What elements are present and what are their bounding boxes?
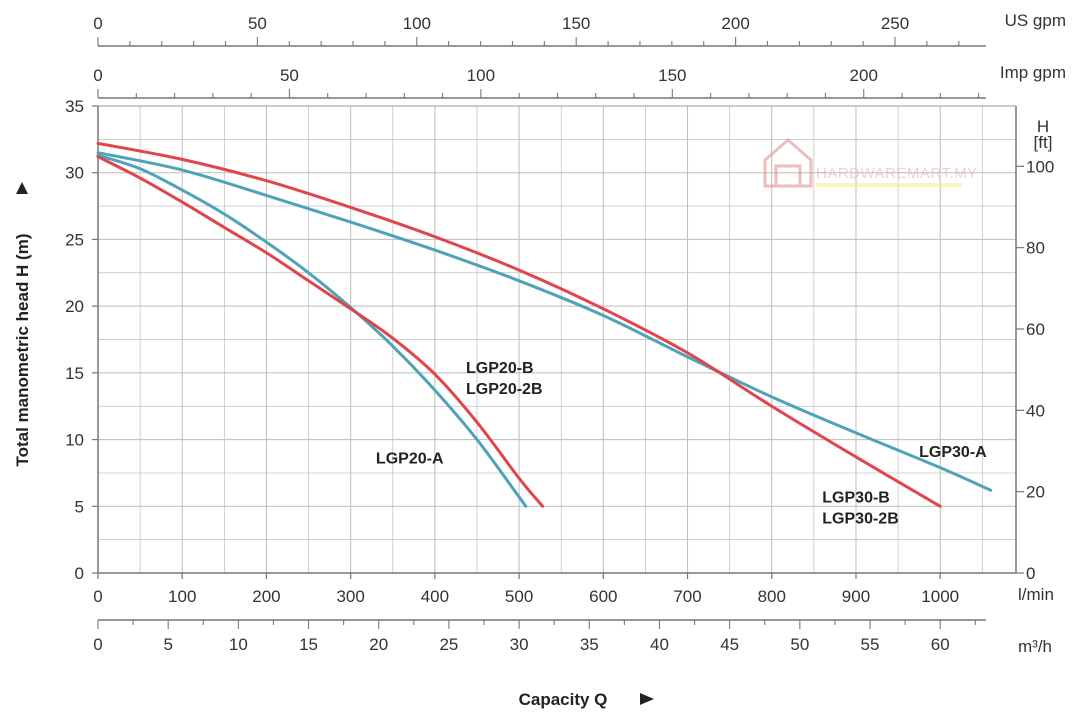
- m3h-tick-label: 50: [790, 635, 809, 654]
- y-tick-label: 5: [75, 497, 84, 516]
- x-tick-label: 0: [93, 587, 102, 606]
- x-tick-label: 300: [336, 587, 364, 606]
- curve-labels: LGP20-A LGP20-B LGP20-2B LGP30-A LGP30-B LGP3…: [376, 360, 987, 528]
- curve-label: LGP30-B: [822, 489, 890, 506]
- watermark-text: HARDWAREMART.MY: [816, 165, 978, 182]
- imp-gpm-tick-label: 50: [280, 66, 299, 85]
- x-axis-title: Capacity Q: [519, 690, 608, 709]
- x-tick-label: 400: [421, 587, 449, 606]
- us-gpm-tick-label: 200: [721, 14, 749, 33]
- x-tick-label: 700: [673, 587, 701, 606]
- x-tick-label: 600: [589, 587, 617, 606]
- y-tick-label: 30: [65, 164, 84, 183]
- right-tick-label: 40: [1026, 401, 1045, 420]
- us-gpm-tick-label: 150: [562, 14, 590, 33]
- y-axis-title: Total manometric head H (m): [13, 234, 32, 467]
- top-axis-imp-unit: Imp gpm: [1000, 63, 1066, 82]
- x-tick-label: 100: [168, 587, 196, 606]
- axes: [92, 37, 1024, 629]
- watermark: HARDWAREMART.MY: [763, 138, 978, 188]
- right-tick-label: 100: [1026, 157, 1054, 176]
- imp-gpm-tick-label: 0: [93, 66, 102, 85]
- x-tick-label: 500: [505, 587, 533, 606]
- m3h-tick-label: 40: [650, 635, 669, 654]
- bottom-axis-m3h-unit: m³/h: [1018, 637, 1052, 656]
- x-axis-unit: l/min: [1018, 585, 1054, 604]
- y-tick-label: 0: [75, 564, 84, 583]
- curve-label: LGP30-2B: [822, 511, 898, 528]
- series-line-1: [96, 153, 528, 508]
- imp-gpm-tick-label: 100: [467, 66, 495, 85]
- right-tick-label: 20: [1026, 483, 1045, 502]
- m3h-tick-label: 60: [931, 635, 950, 654]
- right-axis-unit-line2: [ft]: [1034, 133, 1053, 152]
- m3h-tick-label: 15: [299, 635, 318, 654]
- curve-label: LGP20-A: [376, 451, 444, 468]
- x-tick-label: 200: [252, 587, 280, 606]
- right-tick-label: 0: [1026, 564, 1035, 583]
- curves: [96, 141, 993, 508]
- series-line-2: [96, 155, 545, 508]
- y-tick-label: 15: [65, 364, 84, 383]
- right-tick-label: 80: [1026, 239, 1045, 258]
- us-gpm-tick-label: 0: [93, 14, 102, 33]
- m3h-tick-label: 45: [720, 635, 739, 654]
- m3h-tick-label: 25: [439, 635, 458, 654]
- m3h-tick-label: 55: [861, 635, 880, 654]
- curve-label: LGP20-2B: [466, 381, 542, 398]
- curve-label: LGP30-A: [919, 444, 987, 461]
- us-gpm-tick-label: 250: [881, 14, 909, 33]
- m3h-tick-label: 20: [369, 635, 388, 654]
- top-axis-us-unit: US gpm: [1005, 11, 1066, 30]
- x-axis-title-arrow-icon: [640, 693, 654, 705]
- grid: [98, 106, 1016, 573]
- m3h-tick-label: 30: [510, 635, 529, 654]
- m3h-tick-label: 0: [93, 635, 102, 654]
- y-tick-label: 25: [65, 230, 84, 249]
- watermark-underline: [816, 183, 962, 187]
- y-tick-label: 20: [65, 297, 84, 316]
- series-line-4: [96, 141, 942, 508]
- m3h-tick-label: 5: [163, 635, 172, 654]
- series-line-3: [96, 151, 993, 492]
- curve-label: LGP20-B: [466, 360, 534, 377]
- us-gpm-tick-label: 100: [403, 14, 431, 33]
- right-tick-label: 60: [1026, 320, 1045, 339]
- us-gpm-tick-label: 50: [248, 14, 267, 33]
- y-tick-label: 35: [65, 97, 84, 116]
- y-axis-title-arrow-icon: [16, 182, 28, 194]
- m3h-tick-label: 10: [229, 635, 248, 654]
- m3h-tick-label: 35: [580, 635, 599, 654]
- imp-gpm-tick-label: 150: [658, 66, 686, 85]
- x-tick-label: 900: [842, 587, 870, 606]
- watermark-house-icon: [763, 138, 813, 188]
- right-axis-unit-line1: H: [1037, 117, 1049, 136]
- y-tick-label: 10: [65, 431, 84, 450]
- x-tick-label: 1000: [921, 587, 959, 606]
- x-tick-label: 800: [758, 587, 786, 606]
- imp-gpm-tick-label: 200: [850, 66, 878, 85]
